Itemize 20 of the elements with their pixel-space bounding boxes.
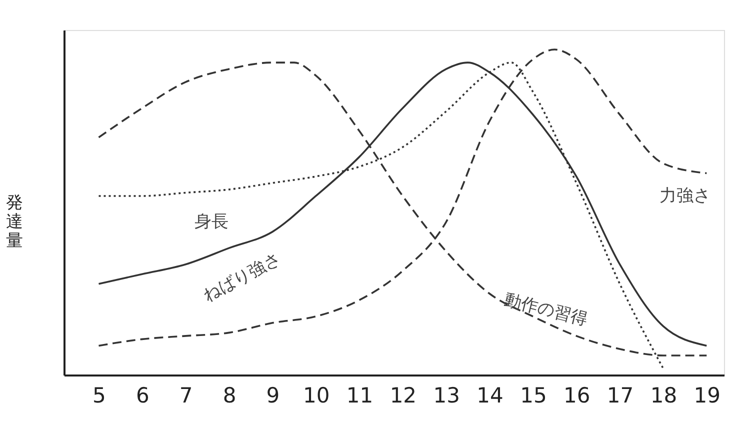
x-tick-label: 17 — [606, 384, 634, 408]
x-tick-label: 9 — [266, 384, 280, 408]
x-tick-label: 8 — [222, 384, 236, 408]
x-tick-label: 12 — [390, 384, 417, 408]
x-tick-label: 18 — [650, 384, 678, 408]
x-tick-label: 14 — [476, 384, 504, 408]
series-label: 身長 — [194, 212, 229, 232]
x-tick-label: 7 — [179, 384, 193, 408]
x-tick-label: 6 — [136, 384, 150, 408]
x-tick-label: 16 — [564, 384, 590, 408]
text: ねばり強さ — [200, 248, 284, 306]
y-axis-title: 発達量 — [6, 193, 23, 251]
x-tick-label: 19 — [694, 384, 720, 408]
x-tick-label: 11 — [346, 384, 374, 408]
series-label: 力強さ — [659, 186, 710, 206]
text: 動作の習得 — [502, 290, 590, 330]
x-tick-label: 5 — [92, 384, 106, 408]
x-tick-label: 13 — [433, 384, 460, 408]
x-tick-label: 15 — [520, 384, 547, 408]
x-tick-label: 10 — [302, 384, 330, 408]
